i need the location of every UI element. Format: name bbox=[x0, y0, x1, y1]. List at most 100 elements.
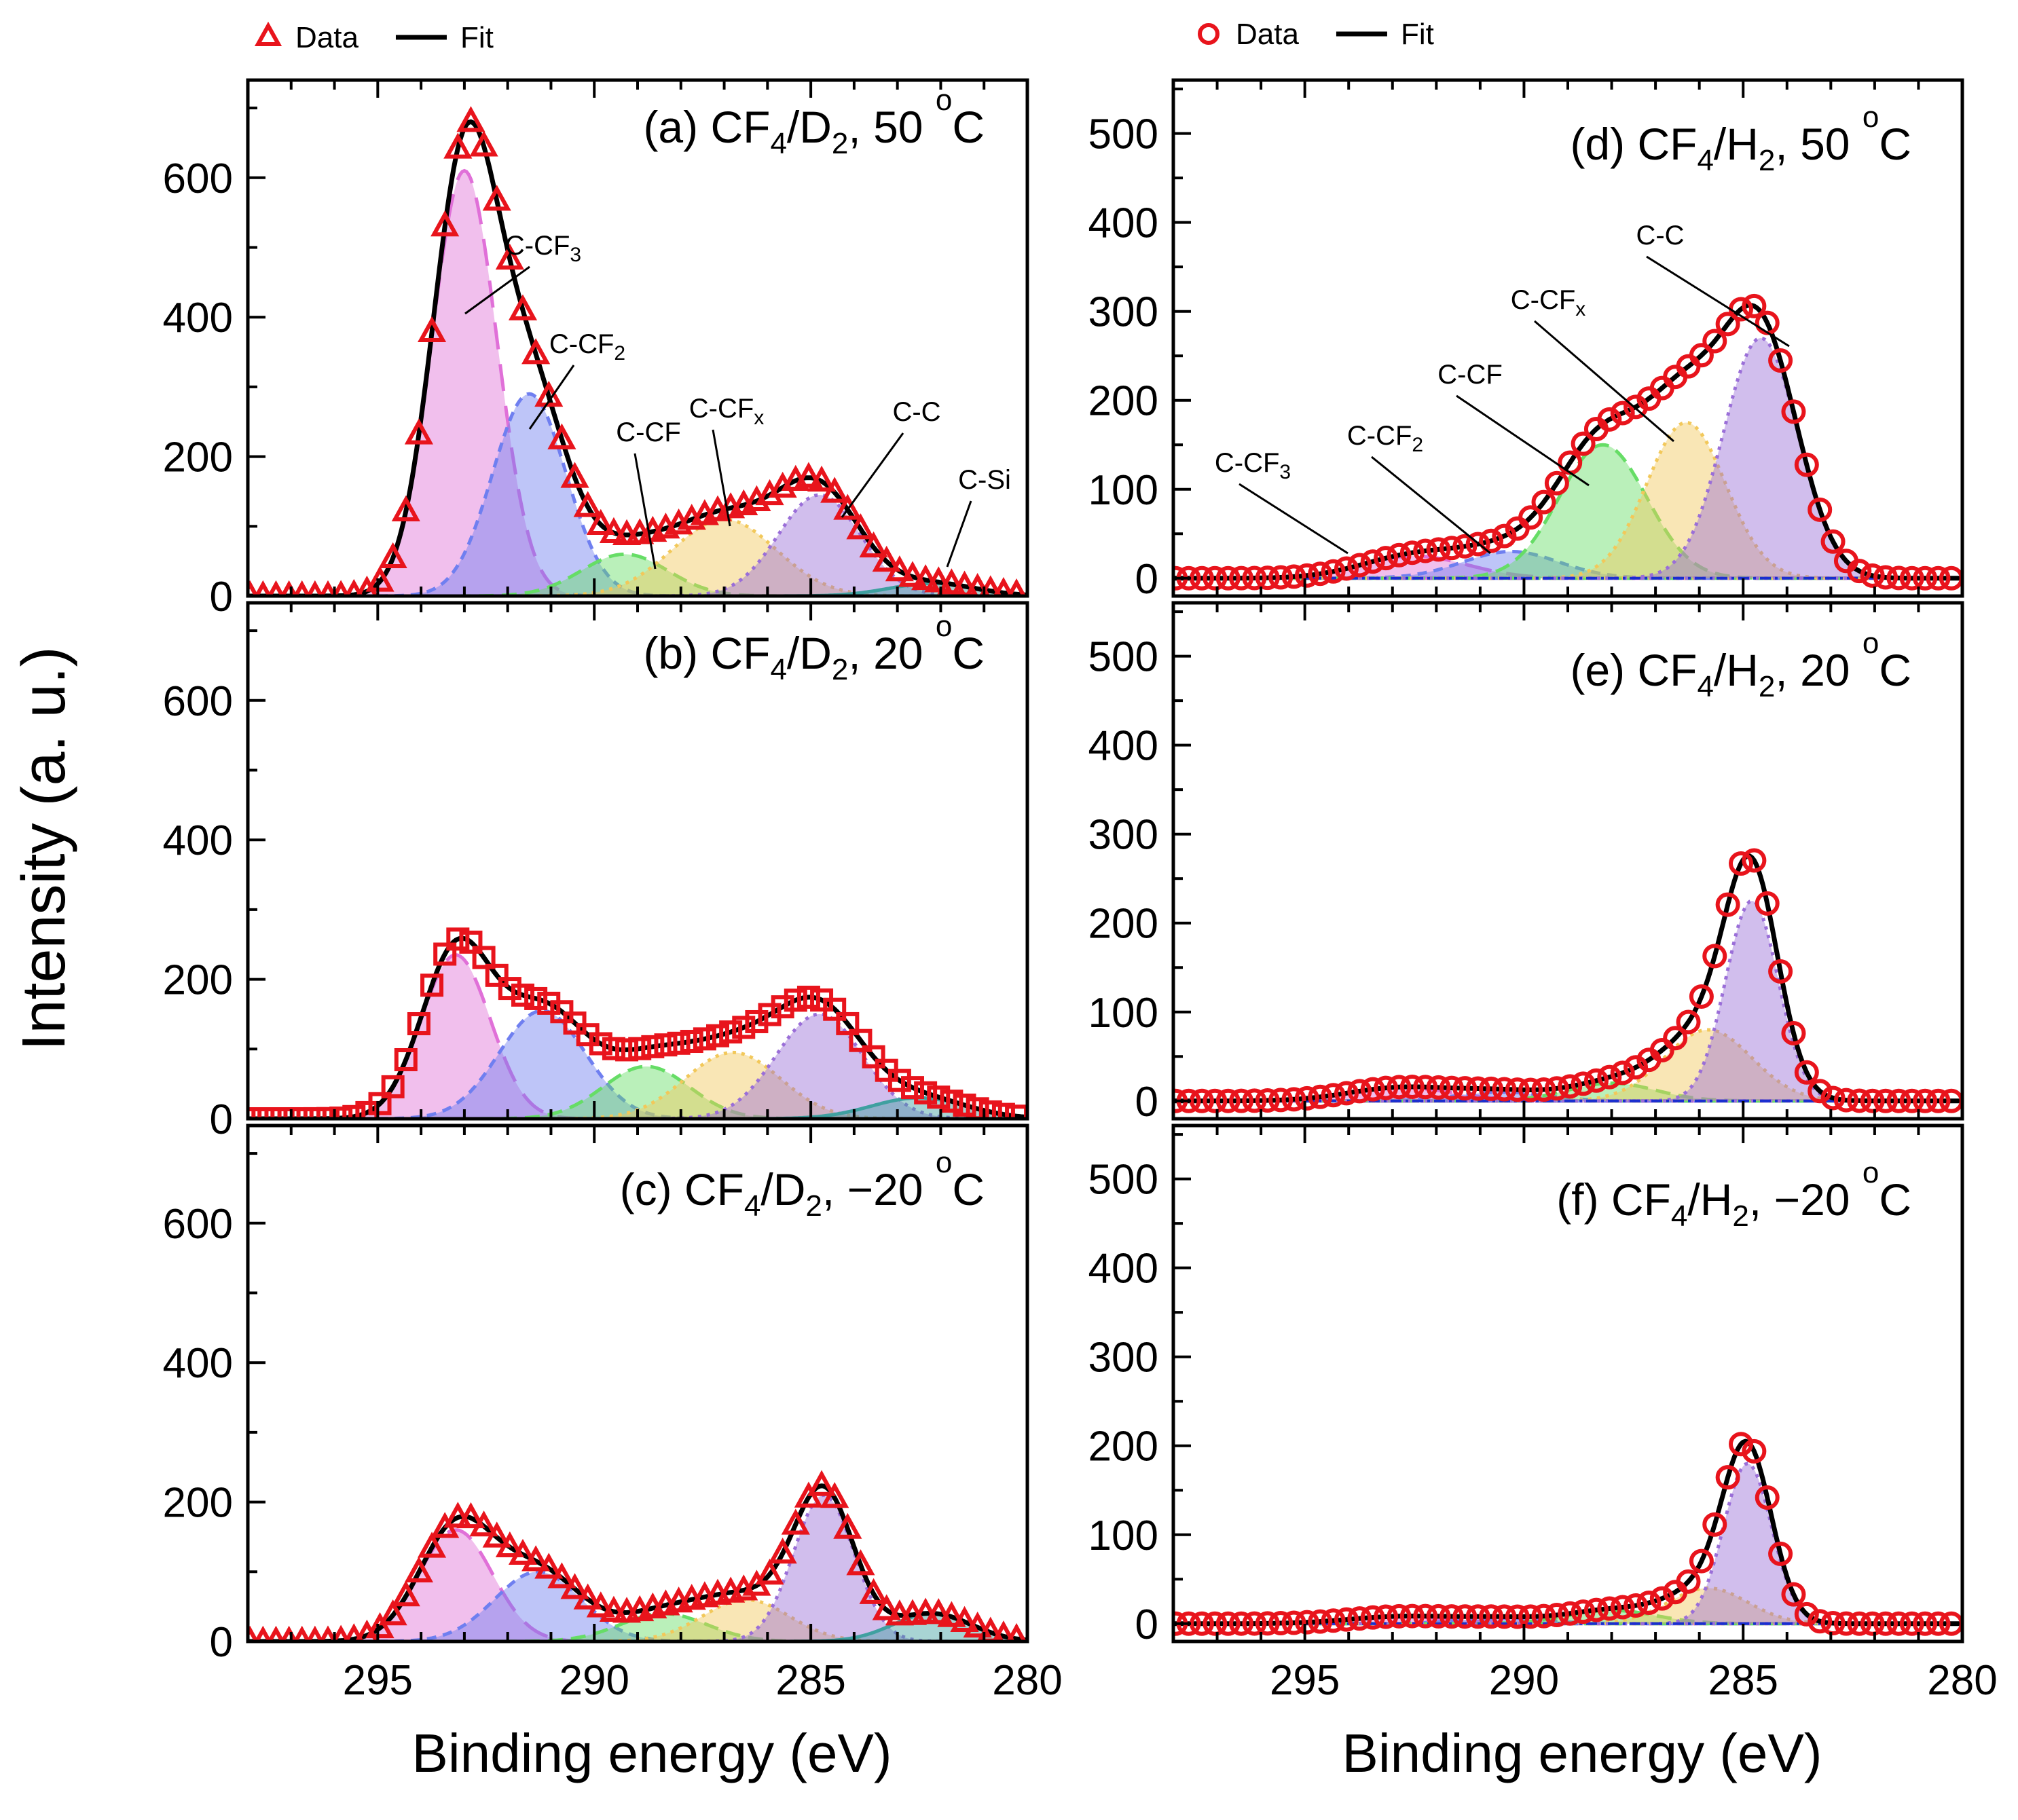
data-point bbox=[1847, 1611, 1872, 1636]
data-point bbox=[1426, 537, 1451, 562]
legend-label: Data bbox=[295, 21, 359, 54]
data-point bbox=[1663, 1026, 1688, 1051]
data-point bbox=[1518, 1604, 1543, 1629]
legend-left: Data Fit bbox=[254, 21, 494, 54]
data-point bbox=[1242, 1088, 1267, 1113]
peak-label-subscript: 3 bbox=[570, 244, 581, 266]
data-point bbox=[898, 561, 928, 587]
data-point bbox=[885, 555, 914, 582]
leader-line bbox=[1239, 483, 1349, 555]
data-point bbox=[1281, 564, 1306, 589]
data-point bbox=[887, 1069, 911, 1092]
leader-line bbox=[1534, 320, 1674, 443]
data-point bbox=[573, 491, 602, 517]
data-point bbox=[667, 1031, 691, 1055]
data-point bbox=[1255, 1088, 1280, 1113]
panel-title-part: 4 bbox=[770, 653, 786, 686]
peak-label-main: C-Si bbox=[958, 465, 1011, 495]
data-point bbox=[1308, 561, 1333, 587]
data-point bbox=[1715, 1465, 1740, 1490]
data-point bbox=[1702, 329, 1727, 354]
data-point bbox=[859, 531, 888, 558]
peak-label-c-cfx: C-CFx bbox=[1511, 285, 1586, 320]
data-point bbox=[508, 294, 538, 320]
data-point bbox=[1203, 565, 1228, 591]
y-tick-label: 400 bbox=[163, 295, 233, 341]
data-point bbox=[1452, 1604, 1478, 1629]
x-tick-label: 295 bbox=[343, 1657, 413, 1704]
data-point bbox=[1886, 1088, 1911, 1113]
y-tick-label: 600 bbox=[163, 155, 233, 202]
data-point bbox=[1281, 1087, 1306, 1112]
data-point bbox=[1374, 1604, 1399, 1629]
data-point bbox=[953, 1093, 976, 1117]
data-point bbox=[1873, 1088, 1898, 1113]
legend-layer: Data Fit Data Fit bbox=[254, 18, 1434, 54]
peak-c-cf bbox=[248, 1064, 1027, 1119]
data-point bbox=[833, 1512, 862, 1539]
panel-title-part: 4 bbox=[1671, 1200, 1687, 1233]
data-point bbox=[1347, 1606, 1372, 1631]
data-point bbox=[1899, 1611, 1924, 1636]
data-point bbox=[560, 462, 589, 488]
panel-title-part: /H bbox=[1714, 119, 1759, 169]
panel-c: 0 200 400 600 295 290 285 280 (c) CF4/D2, −20 oC bbox=[163, 1123, 1063, 1704]
data-point bbox=[1360, 1077, 1385, 1102]
data-point bbox=[1399, 540, 1425, 565]
panel-title-part: , −20 bbox=[1749, 1174, 1863, 1225]
data-point bbox=[248, 1107, 262, 1119]
data-point bbox=[1189, 565, 1214, 591]
data-point bbox=[1873, 565, 1898, 590]
panel-title-part: 2 bbox=[1732, 1200, 1748, 1233]
peak-label-c-cf2: C-CF2 bbox=[1347, 421, 1423, 456]
data-point bbox=[1531, 1077, 1556, 1102]
peak-label-subscript: 2 bbox=[1412, 434, 1423, 456]
data-point bbox=[937, 1601, 966, 1627]
panel-title-part: (d) CF bbox=[1570, 119, 1697, 169]
data-point bbox=[1794, 452, 1819, 477]
panel-title-part: , 20 bbox=[848, 628, 935, 678]
data-point bbox=[628, 1037, 652, 1060]
panel-title-part: C bbox=[1879, 119, 1911, 169]
data-point bbox=[1334, 1081, 1359, 1106]
y-axis-title: Intensity (a. u.) bbox=[10, 646, 78, 1050]
y-tick-label: 400 bbox=[1088, 723, 1158, 770]
data-point bbox=[1899, 1088, 1924, 1113]
data-point bbox=[1308, 1084, 1333, 1109]
panel-title-part: 4 bbox=[1697, 670, 1713, 703]
y-tick-label: 200 bbox=[1088, 901, 1158, 948]
leader-line bbox=[1646, 255, 1790, 348]
y-tick-label: 600 bbox=[163, 1201, 233, 1248]
data-point bbox=[1255, 1611, 1280, 1636]
data-point bbox=[807, 465, 837, 492]
data-point bbox=[911, 564, 940, 591]
data-point bbox=[1571, 1071, 1596, 1096]
data-point bbox=[1531, 489, 1556, 515]
y-tick-label: 200 bbox=[1088, 378, 1158, 425]
data-point bbox=[1702, 1512, 1727, 1537]
data-point bbox=[1742, 293, 1767, 318]
data-point bbox=[1452, 1076, 1478, 1101]
y-tick-label: 400 bbox=[1088, 200, 1158, 247]
data-point bbox=[404, 418, 434, 445]
data-point bbox=[794, 462, 824, 488]
x-tick-label: 285 bbox=[1708, 1657, 1778, 1704]
fit-curve bbox=[1173, 1438, 1962, 1627]
data-point bbox=[1808, 497, 1833, 522]
data-point bbox=[469, 130, 498, 157]
panel-title-part: (f) CF bbox=[1556, 1174, 1671, 1225]
data-point bbox=[911, 1597, 940, 1624]
peak-label-subscript: 2 bbox=[614, 342, 625, 365]
data-point bbox=[993, 577, 1014, 596]
data-point bbox=[963, 1611, 992, 1638]
data-point bbox=[1439, 1604, 1464, 1629]
peak-label-main: C-CF bbox=[1347, 421, 1412, 451]
data-point bbox=[599, 517, 629, 544]
peak-label-subscript: x bbox=[1575, 298, 1585, 320]
panel-title-part: (c) CF bbox=[620, 1164, 744, 1214]
data-point bbox=[1413, 1603, 1438, 1629]
data-point bbox=[1728, 851, 1753, 876]
peak-label-c-c: C-C bbox=[892, 397, 940, 427]
y-tick-label: 300 bbox=[1088, 1335, 1158, 1381]
data-point bbox=[1623, 1055, 1649, 1080]
